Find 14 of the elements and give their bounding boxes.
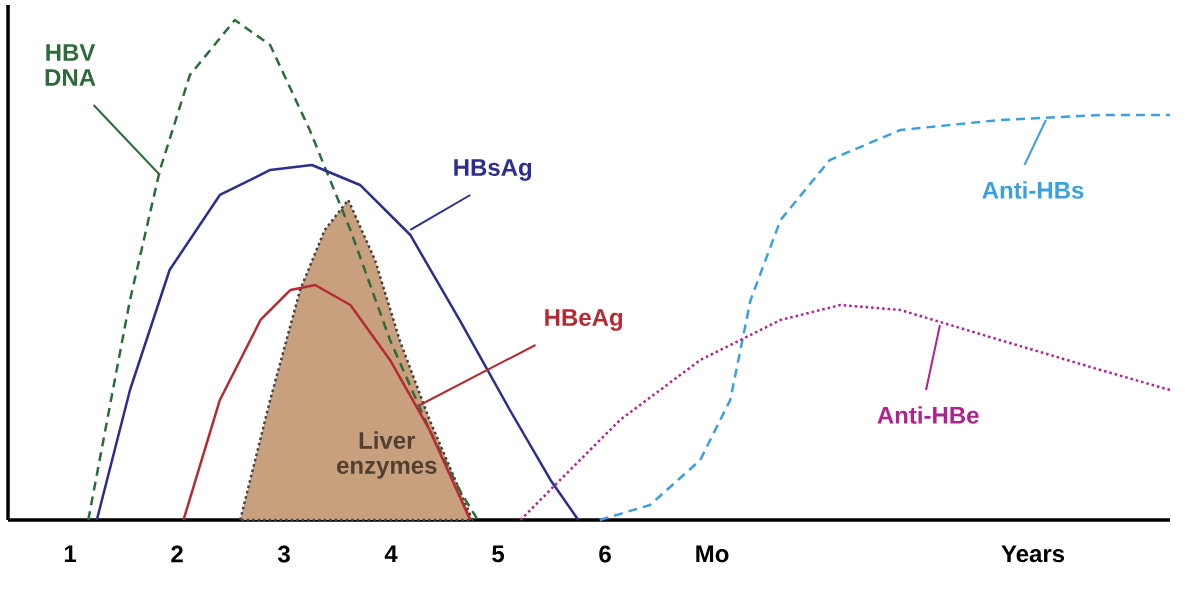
- text: Anti-HBe: [877, 406, 979, 424]
- x-tick-label: Years: [1001, 545, 1065, 563]
- x-tick-label: 3: [277, 545, 290, 563]
- x-tick-label: 1: [64, 545, 77, 563]
- text: HBsAg: [454, 159, 532, 181]
- legend-label: Anti-HBs: [982, 181, 1084, 199]
- x-tick-label: Mo: [696, 545, 729, 563]
- series-label: Liver enzymes: [337, 431, 437, 479]
- text: HBeAg: [545, 309, 623, 331]
- x-tick-label: 5: [492, 545, 505, 563]
- text: HBV DNA: [45, 44, 96, 86]
- x-tick-label: 2: [171, 545, 183, 563]
- x-tick-label: 4: [384, 545, 398, 563]
- x-tick-label: 6: [599, 545, 611, 563]
